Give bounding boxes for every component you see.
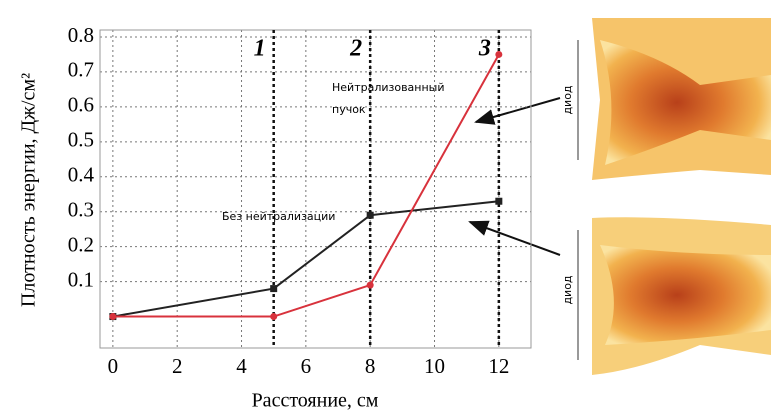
- series-annotation: Нейтрализованный пучок: [332, 81, 445, 116]
- y-tick-label: 0.6: [68, 93, 94, 117]
- y-tick-label: 0.8: [68, 23, 94, 47]
- point: [366, 281, 374, 289]
- point: [270, 313, 278, 321]
- y-tick-label: 0.5: [68, 128, 94, 152]
- point: [495, 50, 503, 58]
- plot-frame: [99, 29, 532, 349]
- arrow: [468, 220, 561, 256]
- point: [495, 197, 503, 205]
- marker-label: 3: [478, 36, 491, 62]
- x-tick-label: 12: [488, 354, 509, 378]
- x-tick-label: 10: [424, 354, 445, 378]
- beam-image: диод: [561, 18, 771, 180]
- x-tick-label: 4: [236, 354, 247, 378]
- x-tick-label: 0: [108, 354, 119, 378]
- image-label: диод: [561, 85, 574, 114]
- y-tick-label: 0.1: [68, 267, 94, 291]
- y-tick-label: 0.7: [68, 58, 94, 82]
- x-tick-label: 8: [365, 354, 376, 378]
- x-tick-label: 2: [172, 354, 183, 378]
- arrow: [474, 97, 561, 125]
- point: [366, 211, 374, 219]
- series-annotation: Без нейтрализации: [222, 210, 335, 223]
- beam-image: диод: [561, 217, 771, 375]
- series-line: [112, 53, 500, 318]
- y-tick-label: 0.3: [68, 198, 94, 222]
- marker-label: 1: [254, 36, 266, 62]
- point: [109, 313, 117, 321]
- marker-label: 2: [349, 36, 362, 62]
- y-tick-label: 0.4: [68, 163, 95, 187]
- x-tick-label: 6: [301, 354, 312, 378]
- image-label: диод: [561, 275, 574, 304]
- point: [270, 285, 278, 293]
- x-axis-label: Расстояние, см: [252, 390, 379, 412]
- series-line: [112, 200, 499, 318]
- y-tick-label: 0.2: [68, 232, 94, 256]
- y-axis-label: Плотность энергии, Дж/см²: [18, 73, 40, 307]
